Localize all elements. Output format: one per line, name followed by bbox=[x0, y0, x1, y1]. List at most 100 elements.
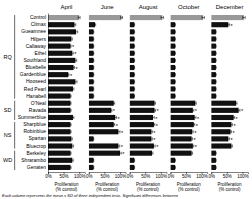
annotation: * bbox=[72, 44, 75, 50]
error-bar-cap bbox=[122, 16, 123, 19]
error-bar-cap bbox=[93, 137, 94, 140]
error-bar-cap bbox=[191, 144, 192, 147]
error-bar-cap bbox=[215, 52, 216, 55]
error-bar-cap bbox=[245, 16, 246, 19]
error-bar bbox=[191, 130, 193, 133]
x-tick: 100% bbox=[237, 172, 249, 179]
error-bar-cap bbox=[175, 66, 176, 69]
error-bar-line bbox=[174, 38, 176, 39]
error-bar-line bbox=[243, 17, 245, 18]
bar bbox=[48, 136, 71, 141]
error-bar bbox=[74, 80, 77, 83]
y-tick-label: Climax bbox=[31, 21, 47, 27]
bar bbox=[89, 151, 120, 156]
annotation: * bbox=[241, 108, 244, 114]
error-bar bbox=[154, 102, 156, 105]
x-tick-label: 0% bbox=[168, 174, 175, 179]
error-bar-cap bbox=[237, 109, 238, 112]
bar bbox=[170, 44, 175, 49]
error-bar-line bbox=[71, 146, 73, 147]
error-bar-cap bbox=[152, 152, 153, 155]
error-bar-line bbox=[74, 60, 76, 61]
annotation: * bbox=[155, 116, 158, 122]
error-bar-cap bbox=[71, 130, 72, 133]
x-tick-label: 100% bbox=[237, 174, 249, 179]
error-bar-line bbox=[194, 103, 196, 104]
error-bar-line bbox=[70, 138, 72, 139]
error-bar-line bbox=[133, 81, 135, 82]
bar bbox=[48, 36, 71, 41]
error-bar bbox=[71, 144, 73, 147]
error-bar bbox=[117, 130, 120, 133]
error-bar bbox=[215, 52, 217, 55]
error-bar-line bbox=[174, 96, 176, 97]
error-bar-line bbox=[70, 38, 72, 39]
bar bbox=[89, 65, 94, 70]
error-bar bbox=[215, 166, 217, 169]
error-bar-cap bbox=[175, 80, 176, 83]
x-axis: 0%50%100% bbox=[168, 172, 208, 179]
error-bar bbox=[215, 87, 217, 90]
footnote: Each column represents the mean ± SD of … bbox=[2, 193, 179, 198]
panel-title: December bbox=[216, 4, 244, 10]
error-bar-cap bbox=[216, 59, 217, 62]
bar bbox=[170, 72, 175, 77]
bar bbox=[130, 101, 155, 106]
error-bar-line bbox=[174, 160, 176, 161]
y-tick: Summerblue bbox=[18, 114, 48, 120]
error-bar-cap bbox=[192, 152, 193, 155]
error-bar-cap bbox=[93, 52, 94, 55]
x-tick-label: 0% bbox=[86, 174, 93, 179]
error-bar-cap bbox=[93, 137, 94, 140]
error-bar bbox=[68, 73, 69, 76]
y-tick: Southland bbox=[23, 57, 48, 63]
y-tick: Sharpblue bbox=[23, 121, 48, 127]
y-tick: Gardenblue bbox=[20, 71, 48, 77]
error-bar-cap bbox=[69, 166, 70, 169]
error-bar-line bbox=[73, 67, 75, 68]
error-bar-cap bbox=[71, 144, 72, 147]
bar bbox=[130, 36, 135, 41]
chart-svg: 0%50%100%ControlClimaxGueamneeHilpersCal… bbox=[0, 0, 252, 199]
error-bar-line bbox=[215, 96, 217, 97]
error-bar-cap bbox=[93, 59, 94, 62]
error-bar-cap bbox=[229, 130, 230, 133]
bar bbox=[211, 165, 216, 170]
error-bar bbox=[215, 59, 217, 62]
error-bar-line bbox=[133, 74, 135, 75]
error-bar-cap bbox=[175, 159, 176, 162]
error-bar-cap bbox=[134, 45, 135, 48]
x-tick-label: 50% bbox=[100, 174, 109, 179]
y-tick-label: Gardenblue bbox=[20, 71, 46, 77]
error-bar bbox=[231, 123, 233, 126]
bar bbox=[48, 44, 70, 49]
error-bar-cap bbox=[192, 123, 193, 126]
annotation: * bbox=[233, 123, 236, 129]
error-bar-line bbox=[174, 167, 176, 168]
error-bar-line bbox=[231, 146, 233, 147]
error-bar bbox=[215, 152, 217, 155]
error-bar-cap bbox=[230, 144, 231, 147]
error-bar-line bbox=[153, 124, 155, 125]
y-tick: Gueamnee bbox=[21, 28, 48, 34]
error-bar bbox=[153, 144, 155, 147]
bar bbox=[48, 72, 68, 77]
error-bar bbox=[93, 87, 95, 90]
error-bar-line bbox=[174, 53, 176, 54]
x-axis: 0%50%100% bbox=[45, 172, 85, 179]
error-bar-cap bbox=[72, 116, 73, 119]
error-bar-cap bbox=[69, 123, 70, 126]
error-bar-cap bbox=[114, 116, 115, 119]
error-bar-cap bbox=[152, 144, 153, 147]
error-bar bbox=[93, 66, 95, 69]
error-bar-cap bbox=[216, 45, 217, 48]
error-bar-cap bbox=[70, 37, 71, 40]
annotation: * bbox=[118, 116, 121, 122]
error-bar-cap bbox=[95, 23, 96, 26]
error-bar bbox=[93, 30, 95, 33]
bar bbox=[170, 122, 193, 127]
bar bbox=[130, 79, 135, 84]
x-axis-title-line: (% control) bbox=[96, 187, 118, 192]
error-bar-cap bbox=[215, 166, 216, 169]
bar bbox=[170, 36, 175, 41]
